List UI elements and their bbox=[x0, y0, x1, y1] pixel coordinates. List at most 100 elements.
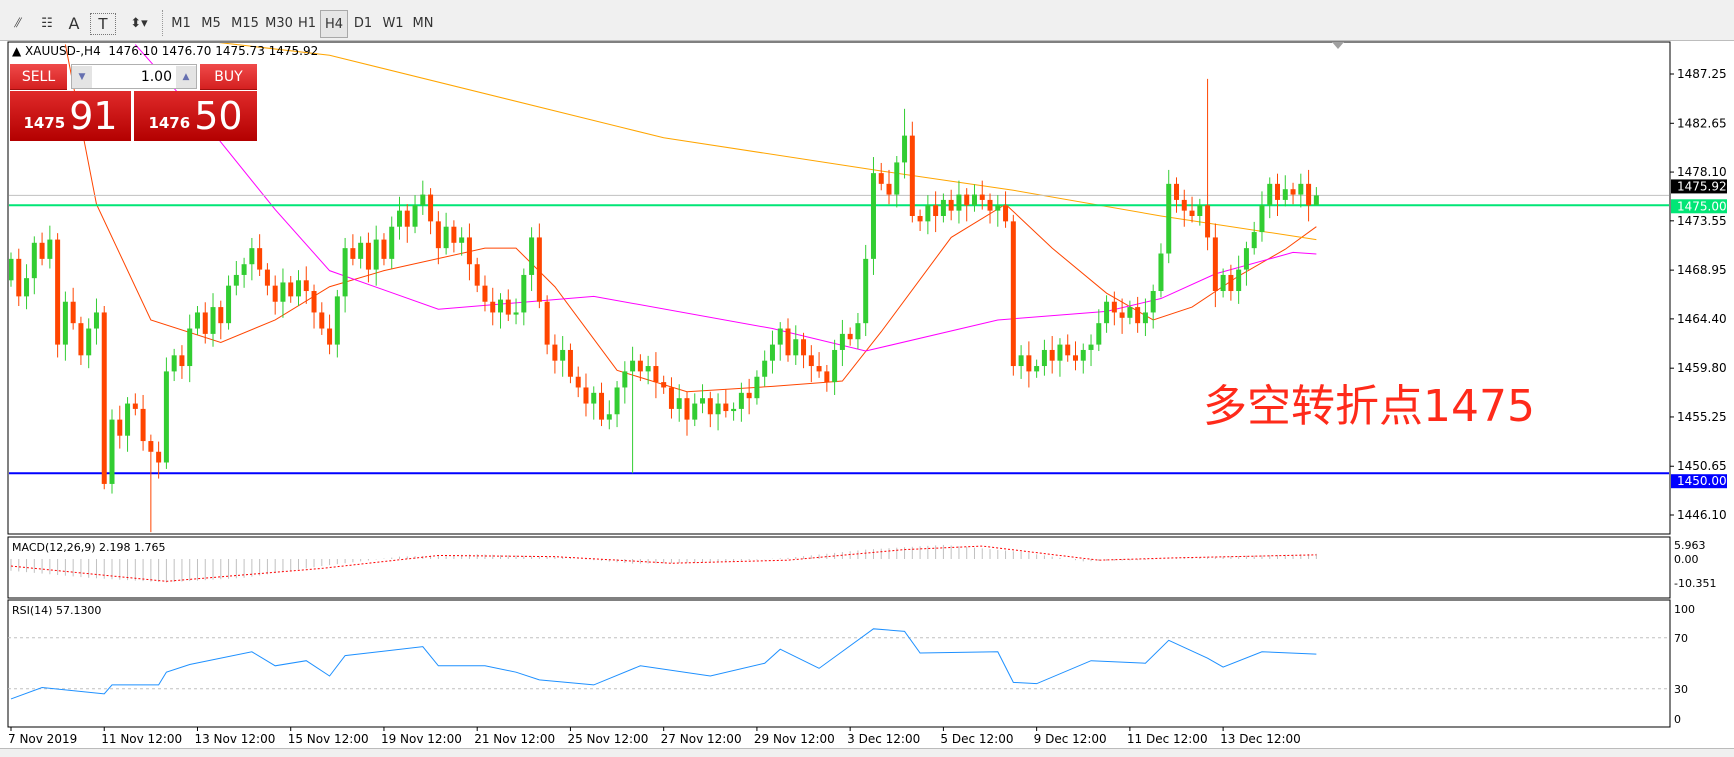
candle-body bbox=[801, 339, 807, 356]
candle-body bbox=[715, 403, 721, 415]
candle-body bbox=[435, 221, 441, 249]
timeframe-w1[interactable]: W1 bbox=[382, 15, 404, 31]
candle-body bbox=[1197, 205, 1203, 217]
timeframe-m5[interactable]: M5 bbox=[201, 15, 221, 31]
candle-body bbox=[420, 194, 426, 206]
candle-body bbox=[210, 307, 216, 334]
text-tool-icon[interactable]: A bbox=[68, 13, 80, 33]
candle-body bbox=[490, 301, 496, 313]
candle-body bbox=[785, 328, 791, 356]
collapse-triangle-icon[interactable]: ▲ bbox=[12, 44, 26, 58]
candle-body bbox=[614, 387, 620, 415]
annotation-text[interactable]: 多空转折点1475 bbox=[1203, 381, 1535, 432]
candle-body bbox=[241, 264, 247, 275]
candle-body bbox=[653, 366, 659, 383]
candle-body bbox=[358, 242, 364, 259]
candle-body bbox=[777, 328, 783, 345]
chart-shift-marker-icon bbox=[1332, 42, 1344, 49]
price-tick-label: 1455.25 bbox=[1677, 410, 1727, 424]
candle-body bbox=[847, 333, 853, 340]
sell-price-pips: 91 bbox=[69, 94, 118, 138]
sell-button[interactable]: SELL bbox=[10, 64, 67, 90]
candle-body bbox=[31, 242, 37, 279]
timeframe-h1[interactable]: H1 bbox=[297, 15, 317, 31]
text-label-icon[interactable]: T bbox=[90, 13, 116, 35]
timeframe-mn[interactable]: MN bbox=[412, 15, 434, 31]
candle-body bbox=[575, 376, 581, 388]
candle-body bbox=[264, 269, 270, 286]
fibonacci-expansion-icon[interactable]: ⫽ bbox=[14, 15, 20, 31]
candle-body bbox=[474, 264, 480, 286]
timeframe-h4[interactable]: H4 bbox=[320, 10, 348, 38]
candle-body bbox=[630, 360, 636, 372]
candle-body bbox=[676, 398, 682, 409]
candle-body bbox=[1313, 195, 1319, 206]
lot-increase-icon[interactable]: ▲ bbox=[176, 65, 196, 88]
price-plot bbox=[9, 43, 1669, 533]
candle-body bbox=[226, 285, 232, 324]
timeframe-m30[interactable]: M30 bbox=[265, 15, 293, 31]
candle-body bbox=[482, 285, 488, 302]
candle-body bbox=[987, 199, 993, 211]
candle-body bbox=[342, 248, 348, 297]
candle-body bbox=[668, 387, 674, 409]
candle-body bbox=[233, 274, 239, 286]
level-price-label: 1450.00 bbox=[1677, 474, 1727, 488]
candle-body bbox=[505, 299, 511, 315]
lot-decrease-icon[interactable]: ▼ bbox=[72, 65, 92, 88]
candle-body bbox=[373, 239, 379, 270]
candle-body bbox=[940, 199, 946, 217]
candle-body bbox=[560, 349, 566, 361]
candle-body bbox=[194, 312, 200, 329]
lot-size-input[interactable]: 1.00 bbox=[140, 68, 172, 85]
candle-body bbox=[606, 414, 612, 420]
candle-body bbox=[894, 162, 900, 195]
candle-body bbox=[684, 398, 690, 420]
candle-body bbox=[389, 226, 395, 259]
candle-body bbox=[622, 371, 628, 388]
timeframe-m15[interactable]: M15 bbox=[231, 15, 259, 31]
time-tick-label: 29 Nov 12:00 bbox=[754, 732, 835, 746]
candle-body bbox=[1150, 291, 1156, 313]
time-tick-label: 21 Nov 12:00 bbox=[474, 732, 555, 746]
macd-tick-label: 0.00 bbox=[1674, 553, 1699, 566]
sell-price-button[interactable]: 1475 91 bbox=[10, 91, 131, 141]
arrows-icon[interactable]: ⬍▾ bbox=[130, 15, 148, 31]
macd-tick-label: 5.963 bbox=[1674, 539, 1706, 552]
candle-body bbox=[218, 307, 224, 324]
candle-body bbox=[404, 210, 410, 227]
fibonacci-channel-icon[interactable]: ☷ bbox=[41, 15, 53, 31]
candle-body bbox=[1135, 307, 1141, 324]
candle-body bbox=[109, 419, 115, 484]
candle-body bbox=[909, 135, 915, 217]
buy-price-button[interactable]: 1476 50 bbox=[134, 91, 257, 141]
candle-body bbox=[140, 408, 146, 442]
moving-average-line bbox=[134, 44, 1317, 352]
candle-body bbox=[171, 355, 177, 372]
candle-body bbox=[808, 355, 814, 367]
candle-body bbox=[1049, 349, 1055, 361]
candle-body bbox=[567, 349, 573, 377]
candle-body bbox=[591, 392, 597, 404]
candle-body bbox=[179, 355, 185, 367]
buy-button[interactable]: BUY bbox=[200, 64, 257, 90]
candle-body bbox=[428, 194, 434, 222]
candle-body bbox=[552, 344, 558, 361]
candle-body bbox=[1072, 355, 1078, 361]
symbol-ohlc-label: XAUUSD-,H4 1476.10 1476.70 1475.73 1475.… bbox=[25, 44, 319, 58]
level-price-label-bg bbox=[1671, 474, 1727, 489]
time-tick-label: 13 Nov 12:00 bbox=[194, 732, 275, 746]
candle-body bbox=[78, 323, 84, 356]
candle-body bbox=[1259, 205, 1265, 233]
chart-canvas[interactable]: 1487.25 1482.65 1478.10 1473.55 1468.95 1464.… bbox=[0, 40, 1734, 756]
timeframe-d1[interactable]: D1 bbox=[353, 15, 373, 31]
level-price-label-bg bbox=[1671, 199, 1727, 214]
chart-window[interactable]: 1487.25 1482.65 1478.10 1473.55 1468.95 1464.… bbox=[0, 40, 1734, 756]
candle-body bbox=[1142, 312, 1148, 324]
timeframe-m1[interactable]: M1 bbox=[171, 15, 191, 31]
candle-body bbox=[39, 242, 45, 259]
candle-body bbox=[334, 296, 340, 345]
candle-body bbox=[1181, 199, 1187, 211]
candle-body bbox=[1275, 183, 1281, 200]
candle-body bbox=[1189, 210, 1195, 217]
